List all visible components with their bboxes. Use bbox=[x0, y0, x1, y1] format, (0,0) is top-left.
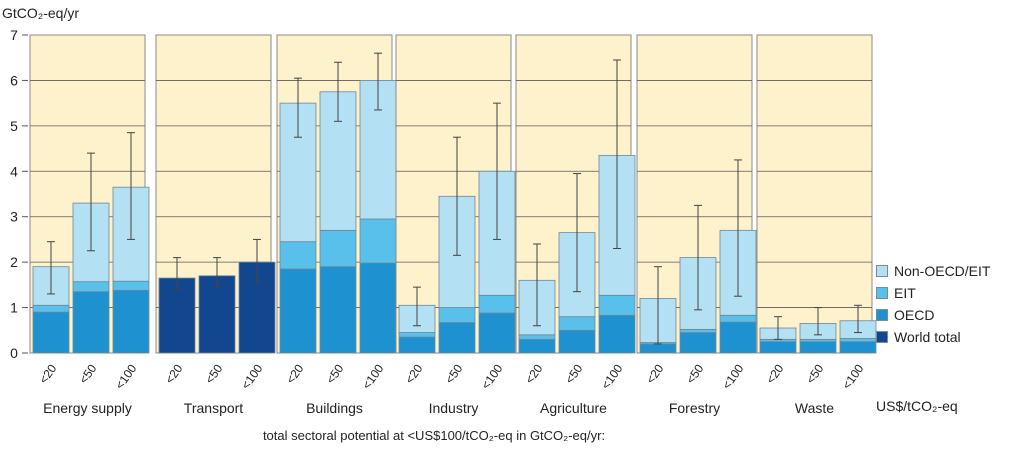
sector-panels: <20 <50 <100 Energy supply <20 <50 <100 Transpo… bbox=[29, 34, 877, 416]
legend-item-oecd: OECD bbox=[876, 306, 934, 324]
legend-label: Non-OECD/EIT bbox=[894, 263, 991, 279]
x-axis-unit-label: US$/tCO₂-eq bbox=[876, 398, 958, 414]
legend-swatch bbox=[876, 309, 888, 321]
x-tick-label: <50 bbox=[562, 361, 585, 386]
sector-name-label: Energy supply bbox=[43, 400, 132, 416]
bar-segment-oecd bbox=[759, 341, 797, 354]
bar-segment-oecd bbox=[839, 341, 877, 354]
legend-label: World total bbox=[894, 329, 961, 345]
bar-segment-eit bbox=[72, 281, 110, 293]
bar-segment-eit bbox=[679, 328, 717, 333]
x-tick-label: <50 bbox=[323, 361, 346, 386]
legend-item-eit: EIT bbox=[876, 284, 916, 302]
bar-segment-eit bbox=[438, 307, 476, 323]
bar-segment-eit bbox=[558, 316, 596, 331]
sector-panel: <20 <50 <100 Waste bbox=[756, 34, 877, 416]
bar-segment-oecd bbox=[319, 266, 357, 354]
sector-panel: <20 <50 <100 Agriculture bbox=[515, 34, 636, 416]
x-tick-label: <20 bbox=[283, 361, 306, 386]
legend-item-world: World total bbox=[876, 328, 961, 346]
bar-segment-eit bbox=[112, 280, 150, 291]
y-axis-unit-label: GtCO₂-eq/yr bbox=[2, 5, 79, 21]
bar-segment-eit bbox=[398, 332, 436, 338]
y-tick-label: 7 bbox=[10, 27, 18, 43]
panel-background bbox=[756, 34, 873, 354]
y-tick-label: 6 bbox=[10, 72, 18, 88]
x-tick-label: <100 bbox=[478, 361, 505, 391]
x-tick-label: <50 bbox=[76, 361, 99, 386]
x-tick-label: <20 bbox=[162, 361, 185, 386]
bar-segment-oecd bbox=[72, 291, 110, 354]
bar-segment-oecd bbox=[598, 314, 636, 354]
bar-segment-oecd bbox=[719, 321, 757, 354]
bar-segment-oecd bbox=[359, 262, 397, 354]
bar-segment-oecd bbox=[679, 332, 717, 354]
legend-swatch bbox=[876, 287, 888, 299]
sector-panel: <20 <50 <100 Transport bbox=[155, 34, 276, 416]
sector-name-label: Transport bbox=[184, 400, 244, 416]
bar-segment-world bbox=[158, 277, 196, 354]
x-tick-label: <20 bbox=[763, 361, 786, 386]
sector-name-label: Buildings bbox=[306, 400, 363, 416]
x-tick-label: <50 bbox=[803, 361, 826, 386]
legend-swatch bbox=[876, 265, 888, 277]
bar-segment-oecd bbox=[32, 311, 70, 354]
bar-segment-eit bbox=[279, 241, 317, 270]
x-tick-label: <20 bbox=[522, 361, 545, 386]
y-tick-label: 4 bbox=[10, 163, 18, 179]
sector-name-label: Forestry bbox=[669, 400, 720, 416]
bar-segment-eit bbox=[319, 229, 357, 268]
bar-segment-eit bbox=[359, 218, 397, 264]
x-tick-label: <100 bbox=[238, 361, 265, 391]
sector-name-label: Agriculture bbox=[540, 400, 607, 416]
x-tick-label: <100 bbox=[359, 361, 386, 391]
sector-name-label: Industry bbox=[429, 400, 479, 416]
bar-segment-eit bbox=[839, 338, 877, 343]
y-tick-label: 5 bbox=[10, 118, 18, 134]
bar-segment-oecd bbox=[438, 322, 476, 354]
y-tick-label: 1 bbox=[10, 300, 18, 316]
bar-segment-eit bbox=[478, 294, 516, 314]
bar-segment-eit bbox=[719, 314, 757, 323]
sector-panel: <20 <50 <100 Energy supply bbox=[29, 34, 150, 416]
x-tick-label: <100 bbox=[719, 361, 746, 391]
legend-swatch bbox=[876, 331, 888, 343]
bar-segment-oecd bbox=[518, 338, 556, 354]
sector-panel: <20 <50 <100 Forestry bbox=[636, 34, 757, 416]
legend-label: EIT bbox=[894, 285, 916, 301]
legend-label: OECD bbox=[894, 307, 935, 323]
x-tick-label: <100 bbox=[598, 361, 625, 391]
x-tick-label: <20 bbox=[643, 361, 666, 386]
bar-segment-world bbox=[198, 275, 236, 354]
y-tick-label: 3 bbox=[10, 209, 18, 225]
legend-item-nonoecd: Non-OECD/EIT bbox=[876, 262, 990, 280]
sector-panel: <20 <50 <100 Industry bbox=[395, 34, 516, 416]
x-tick-label: <100 bbox=[839, 361, 866, 391]
bar-segment-oecd bbox=[478, 312, 516, 354]
bar-segment-oecd bbox=[112, 289, 150, 354]
bar-segment-eit bbox=[32, 304, 70, 313]
bar-segment-oecd bbox=[398, 336, 436, 354]
bar-segment-eit bbox=[518, 334, 556, 340]
x-tick-label: <50 bbox=[683, 361, 706, 386]
bar-segment-eit bbox=[598, 294, 636, 316]
x-tick-label: <20 bbox=[402, 361, 425, 386]
bar-segment-oecd bbox=[639, 343, 677, 354]
x-tick-label: <50 bbox=[442, 361, 465, 386]
y-tick-label: 0 bbox=[10, 345, 18, 361]
bar-segment-oecd bbox=[279, 268, 317, 354]
sector-panel: <20 <50 <100 Buildings bbox=[276, 34, 397, 416]
y-axis-ticks: 0 1 2 3 4 5 6 7 bbox=[10, 27, 28, 361]
y-tick-label: 2 bbox=[10, 254, 18, 270]
bar-segment-oecd bbox=[799, 341, 837, 354]
x-tick-label: <100 bbox=[112, 361, 139, 391]
sector-name-label: Waste bbox=[795, 400, 834, 416]
chart-footer-caption: total sectoral potential at <US$100/tCO₂… bbox=[262, 428, 606, 443]
x-tick-label: <20 bbox=[36, 361, 59, 386]
bar-segment-oecd bbox=[558, 329, 596, 354]
x-tick-label: <50 bbox=[202, 361, 225, 386]
